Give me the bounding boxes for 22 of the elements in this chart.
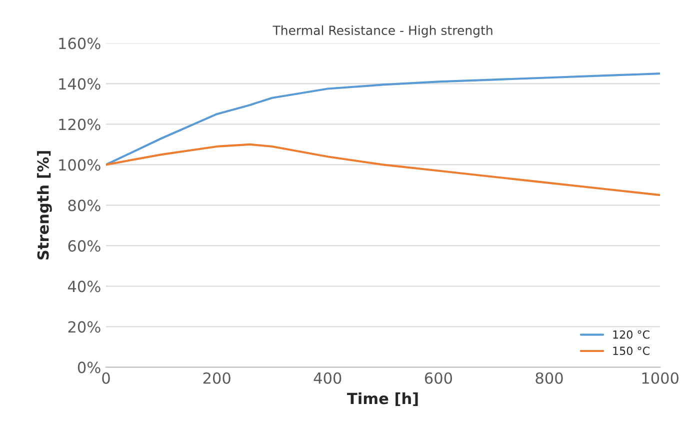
y-tick-label: 80% [68,200,100,212]
x-tick-label: 400 [314,372,342,384]
y-tick-label: 60% [68,240,100,252]
x-tick-label: 1000 [642,372,678,384]
y-tick-label: 140% [59,78,100,90]
line-series [106,143,660,196]
y-tick-label: 20% [68,321,100,333]
chart-title: Thermal Resistance - High strength [272,25,492,38]
y-tick-label: 120% [59,118,100,130]
y-tick-label: 160% [59,38,100,50]
y-tick-label: 100% [59,159,100,171]
x-axis-title: Time [h] [347,392,418,406]
y-axis-title: Strength [%] [37,151,52,260]
line-series [106,72,660,166]
x-tick-label: 200 [203,372,230,384]
legend-label: 150 °C [613,346,650,356]
y-tick-label: 40% [68,280,100,292]
legend-label: 120 °C [613,330,650,339]
x-tick-label: 600 [424,372,452,384]
x-tick-label: 0 [102,372,110,384]
x-tick-label: 800 [536,372,563,384]
y-tick-label: 0% [78,362,100,374]
